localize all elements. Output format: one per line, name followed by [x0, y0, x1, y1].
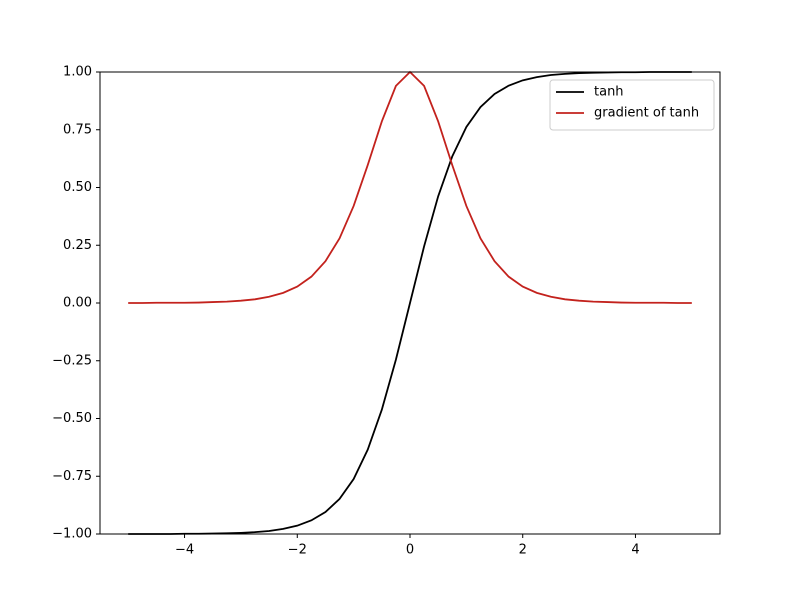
axes-frame [99, 71, 721, 535]
y-tick-label: −1.00 [52, 527, 92, 542]
x-tick-label: 2 [519, 543, 527, 558]
y-tick-label: −0.25 [52, 353, 92, 368]
line-series [128, 71, 692, 535]
x-tick-label: 0 [406, 543, 414, 558]
legend-label: tanh [594, 85, 624, 100]
legend-label: gradient of tanh [594, 106, 699, 121]
x-tick-label: −4 [175, 543, 194, 558]
y-tick-label: −0.50 [52, 411, 92, 426]
y-tick-label: 0.00 [63, 296, 92, 311]
y-tick-label: 0.25 [63, 238, 92, 253]
x-tick-label: −2 [288, 543, 307, 558]
y-tick-label: −0.75 [52, 469, 92, 484]
y-tick-label: 0.75 [63, 122, 92, 137]
y-tick-label: 1.00 [63, 65, 92, 80]
legend-box [549, 79, 715, 131]
x-tick-label: 4 [631, 543, 639, 558]
y-tick-label: 0.50 [63, 180, 92, 195]
